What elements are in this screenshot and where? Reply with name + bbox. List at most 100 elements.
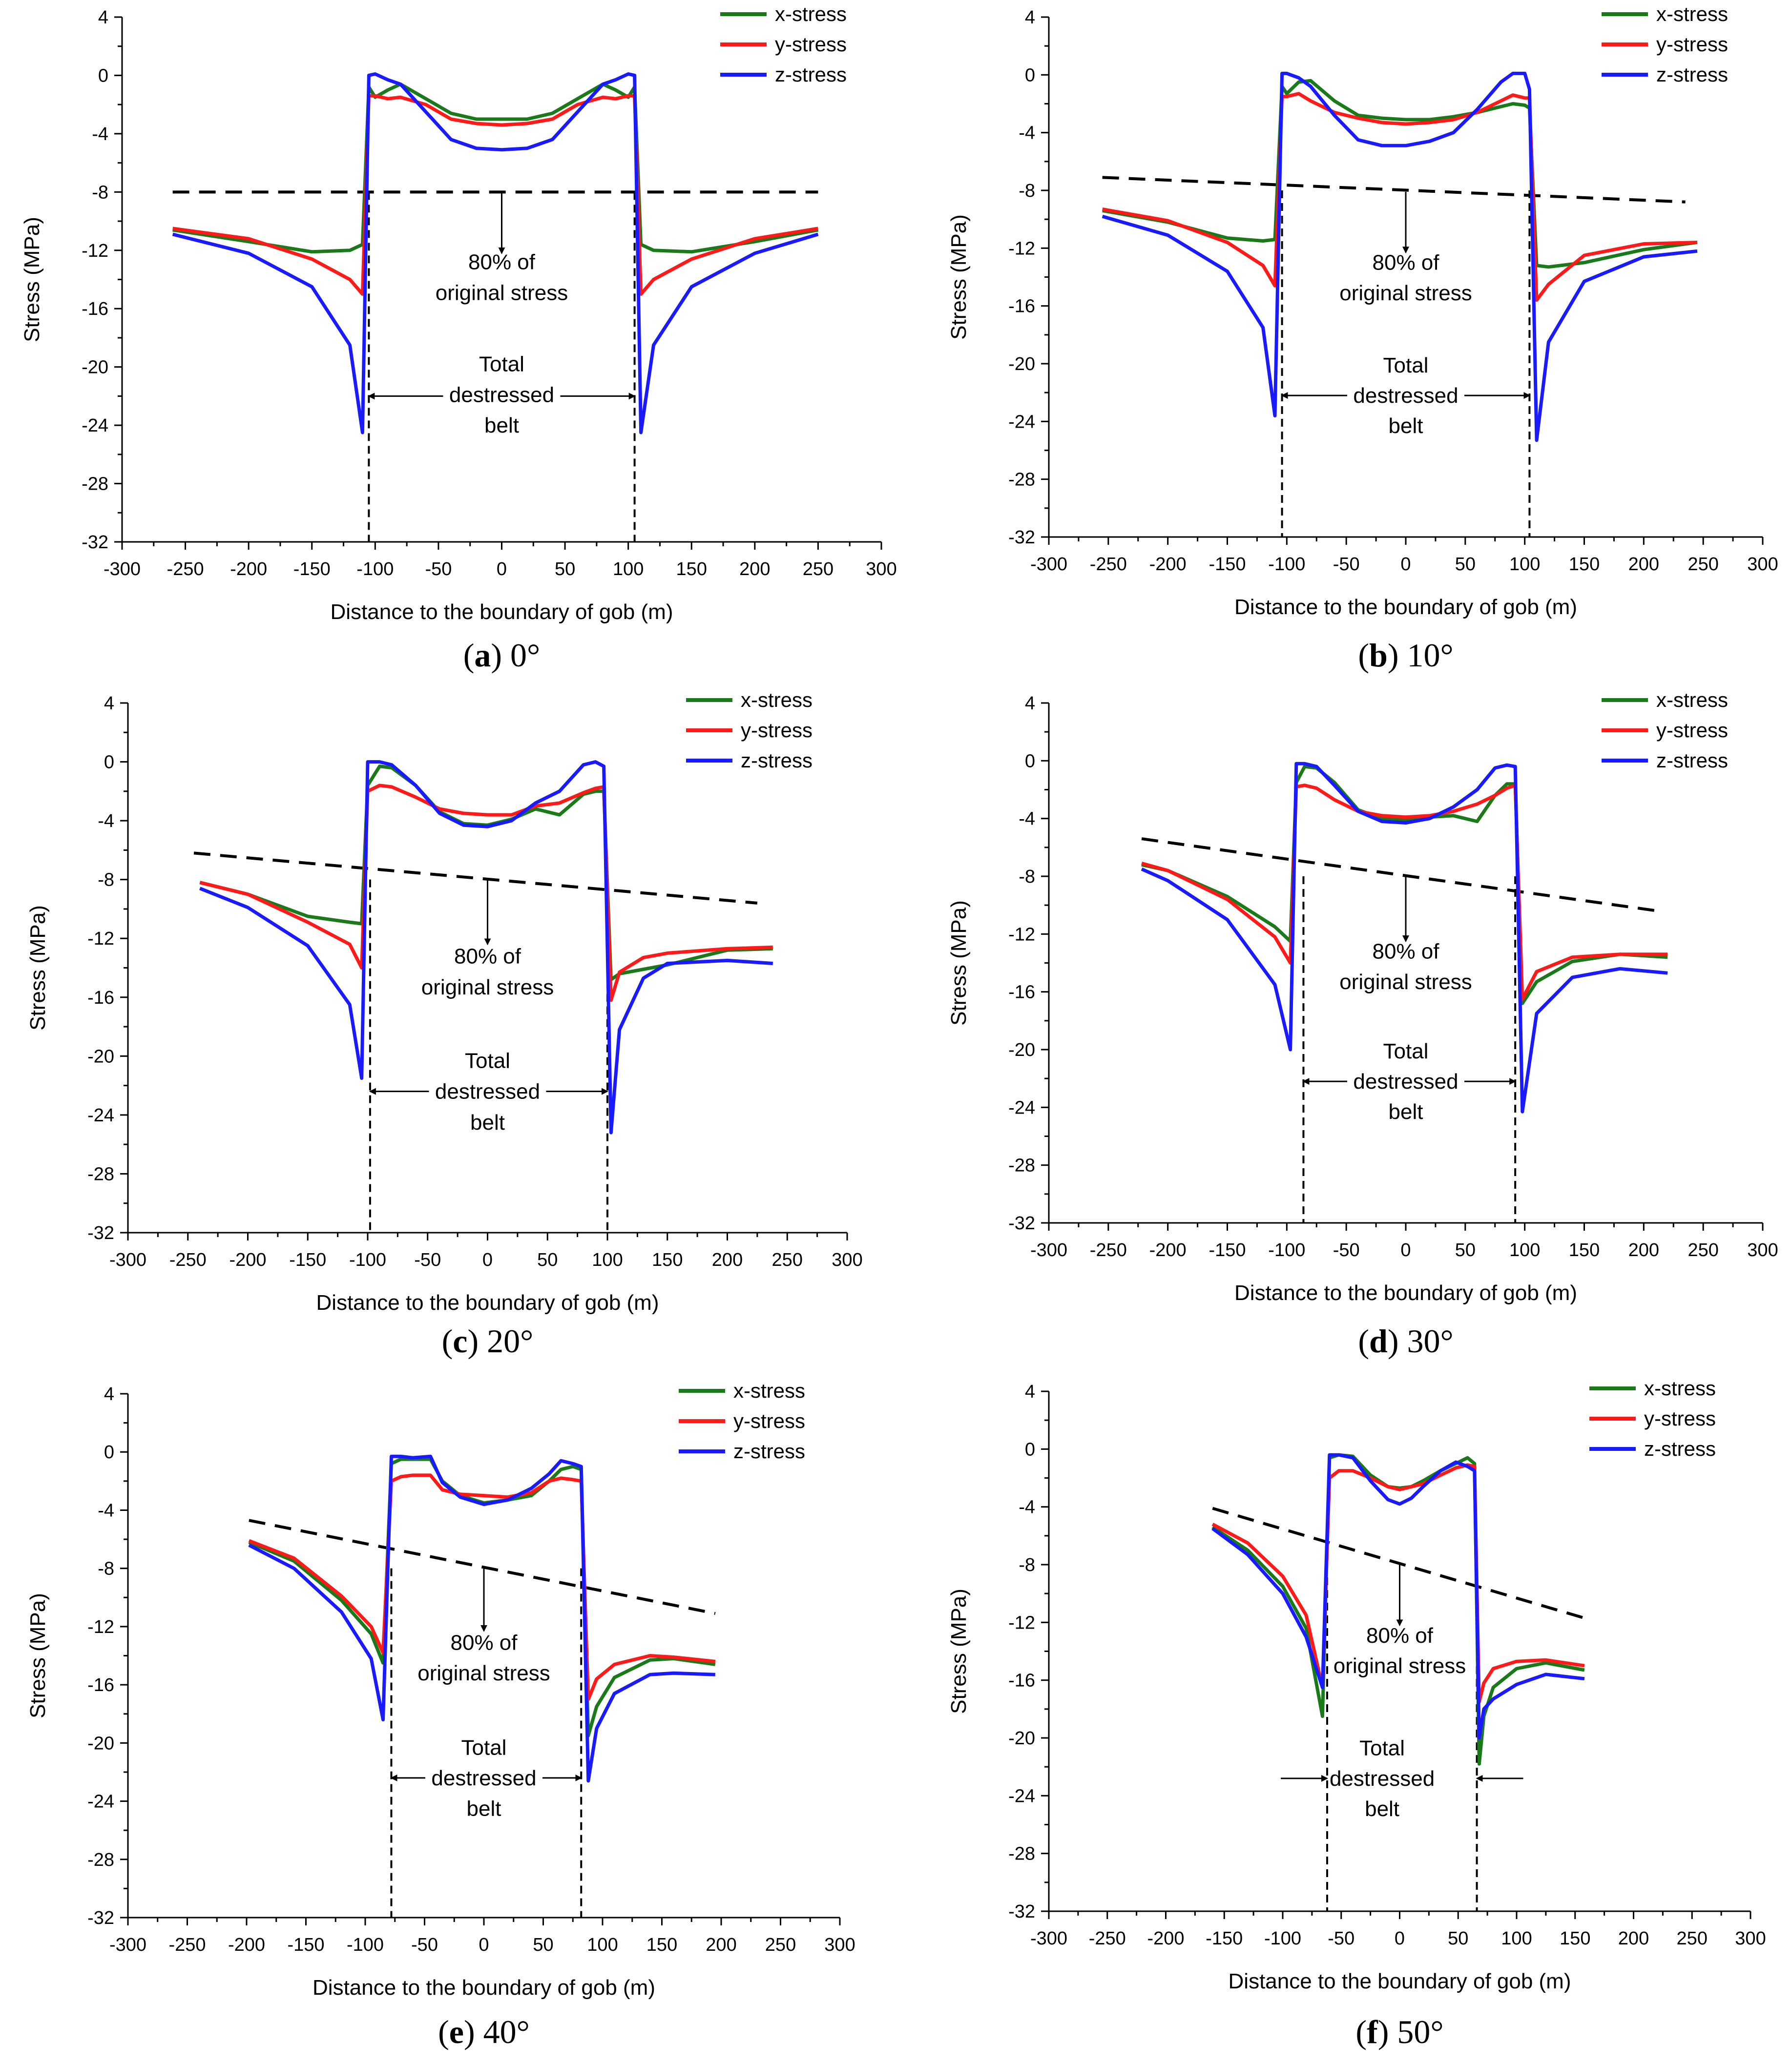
x-tick-label: -50 <box>1328 1928 1354 1949</box>
caption-letter: f <box>1367 2013 1378 2050</box>
x-tick-label: 150 <box>652 1250 683 1270</box>
legend-label: z-stress <box>733 1440 805 1463</box>
x-tick-label: -100 <box>347 1935 384 1955</box>
y-tick-label: -24 <box>87 1792 114 1812</box>
y-tick-label: -12 <box>87 1617 114 1637</box>
series-line-z-stress <box>172 72 819 434</box>
y-tick-label: -16 <box>1008 1671 1035 1691</box>
x-tick-label: 0 <box>1400 554 1411 575</box>
x-tick-label: -200 <box>230 559 267 579</box>
caption-paren-close: ) <box>467 1322 487 1360</box>
x-tick-label: -200 <box>1149 1240 1187 1260</box>
annotation-80-line: original stress <box>421 975 554 999</box>
x-tick-label: -250 <box>1089 1928 1126 1949</box>
threshold-dashed-line <box>1212 1507 1585 1620</box>
annotation-belt-line: Total <box>1383 1039 1429 1063</box>
y-tick-label: -4 <box>98 811 114 831</box>
legend-label: z-stress <box>1656 749 1728 772</box>
y-tick-label: -20 <box>87 1733 114 1754</box>
x-tick-label: -250 <box>168 1935 206 1955</box>
x-tick-label: 100 <box>613 559 644 579</box>
y-tick-label: 0 <box>1025 65 1035 85</box>
series-line-z-stress <box>1211 1453 1585 1740</box>
panel-caption: (f) 50° <box>1355 2013 1443 2050</box>
x-tick-label: 100 <box>587 1935 618 1955</box>
panel-b: -300 -250 -200 -150 -100 -50 0 50 100 150 200 250 30… <box>947 2 1778 674</box>
x-tick-label: 150 <box>646 1935 677 1955</box>
y-tick-label: -16 <box>1008 982 1035 1003</box>
x-tick-label: -250 <box>167 559 204 579</box>
y-tick-label: -24 <box>1008 1097 1035 1118</box>
y-tick-label: -20 <box>1008 1040 1035 1060</box>
legend-label: x-stress <box>1644 1377 1716 1400</box>
series-line-y-stress <box>248 1473 716 1701</box>
y-tick-label: 4 <box>1025 693 1035 714</box>
x-tick-label: -250 <box>1090 1240 1127 1260</box>
y-tick-label: -8 <box>98 870 114 890</box>
annotation-belt-line: Total <box>465 1049 510 1073</box>
y-tick-label: -20 <box>1008 1728 1035 1749</box>
annotation-80-line: original stress <box>436 281 568 305</box>
x-tick-label: -100 <box>356 559 394 579</box>
series-line-y-stress <box>1141 784 1668 1001</box>
x-tick-label: 200 <box>1628 554 1659 575</box>
legend-label: y-stress <box>775 33 847 56</box>
annotation-belt-line: destressed <box>431 1766 536 1790</box>
annotation-80-line: original stress <box>417 1661 550 1685</box>
x-tick-label: 100 <box>1501 1928 1532 1949</box>
y-tick-label: -28 <box>87 1850 114 1870</box>
y-tick-label: -16 <box>82 299 108 319</box>
y-tick-label: -16 <box>87 1675 114 1695</box>
caption-paren-close: ) <box>464 2013 483 2050</box>
threshold-dashed-line <box>1102 176 1686 204</box>
panel-caption: (c) 20° <box>442 1322 534 1360</box>
x-tick-label: 50 <box>533 1935 553 1955</box>
y-tick-label: -4 <box>1019 123 1035 144</box>
legend-label: x-stress <box>1656 2 1728 25</box>
x-tick-label: -100 <box>1268 1240 1305 1260</box>
annotation-80-line: 80% of <box>454 944 521 968</box>
y-tick-label: -32 <box>1008 527 1035 548</box>
x-tick-label: -150 <box>1206 1928 1243 1949</box>
caption-angle: 20° <box>487 1322 533 1360</box>
x-tick-label: 0 <box>482 1250 493 1270</box>
y-axis-title: Stress (MPa) <box>26 905 50 1031</box>
y-tick-label: -8 <box>1019 1555 1035 1575</box>
annotation-belt-line: destressed <box>1353 384 1458 408</box>
series-line-z-stress <box>1141 762 1668 1114</box>
y-tick-label: 0 <box>1025 1439 1035 1460</box>
x-axis-title: Distance to the boundary of gob (m) <box>331 600 673 624</box>
annotation-belt-line: Total <box>1359 1736 1405 1760</box>
x-axis-title: Distance to the boundary of gob (m) <box>1229 1969 1571 1993</box>
y-tick-label: -8 <box>98 1559 114 1579</box>
x-tick-label: -250 <box>1090 554 1127 575</box>
y-axis-title: Stress (MPa) <box>947 1589 971 1714</box>
caption-paren-open: ( <box>1358 637 1369 674</box>
x-tick-label: -100 <box>349 1250 386 1270</box>
y-tick-label: -16 <box>1008 296 1035 317</box>
threshold-dashed-line <box>193 851 758 905</box>
y-tick-label: -32 <box>1008 1213 1035 1234</box>
y-tick-label: -12 <box>1008 924 1035 945</box>
series-line-y-stress <box>199 784 773 1002</box>
y-tick-label: -28 <box>1008 470 1035 490</box>
x-tick-label: -300 <box>104 559 141 579</box>
legend-label: x-stress <box>733 1379 805 1402</box>
x-tick-label: 0 <box>1395 1928 1405 1949</box>
y-tick-label: -4 <box>1019 809 1035 829</box>
x-tick-label: -50 <box>411 1935 438 1955</box>
x-tick-label: 300 <box>866 559 896 579</box>
legend-label: y-stress <box>1656 719 1728 742</box>
series-line-x-stress <box>1102 79 1698 269</box>
x-tick-label: 250 <box>1688 1240 1718 1260</box>
y-tick-label: -8 <box>1019 181 1035 201</box>
y-tick-label: 4 <box>104 693 114 714</box>
caption-paren-open: ( <box>1358 1322 1369 1360</box>
annotation-80-line: 80% of <box>468 250 536 274</box>
series-line-x-stress <box>248 1457 716 1737</box>
caption-paren-open: ( <box>463 637 475 674</box>
x-tick-label: 250 <box>765 1935 796 1955</box>
series-line-y-stress <box>172 94 818 296</box>
annotation-belt-line: Total <box>1383 353 1429 377</box>
